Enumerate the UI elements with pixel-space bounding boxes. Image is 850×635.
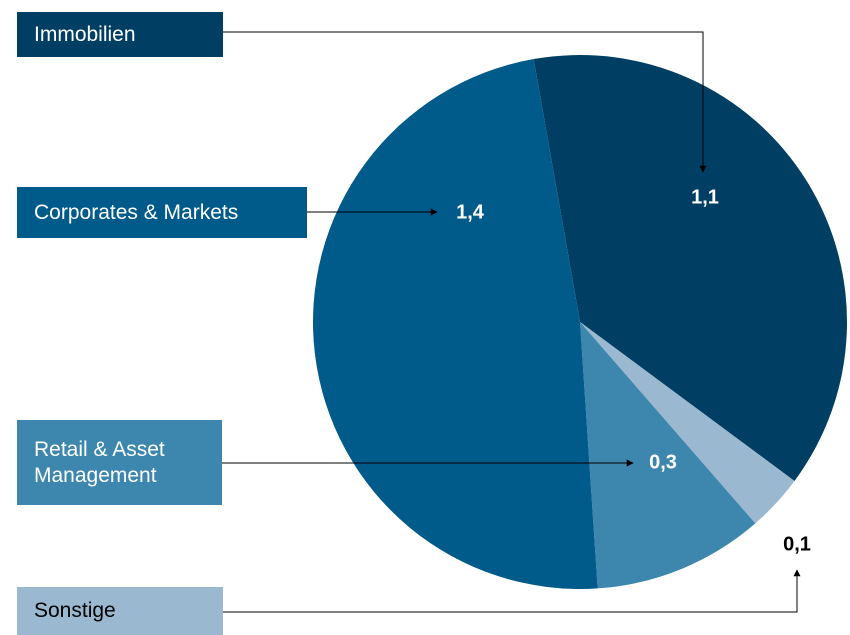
pie-slice	[533, 54, 848, 482]
pie-slice	[313, 59, 598, 589]
legend-entry: Sonstige	[17, 587, 223, 635]
pie-slice	[580, 322, 756, 589]
value-label: 1,4	[456, 201, 485, 223]
leader-line	[223, 31, 707, 173]
legend-entry: Corporates & Markets	[17, 187, 307, 238]
value-label: 0,3	[649, 451, 677, 473]
legend-entry: Retail & Asset Management	[17, 420, 222, 505]
value-label: 1,1	[691, 186, 719, 208]
pie-slice	[580, 322, 795, 524]
value-label: 0,1	[783, 533, 811, 555]
leader-line	[223, 569, 801, 613]
legend-entry: Immobilien	[17, 12, 223, 57]
leader-lines	[222, 31, 801, 613]
pie	[313, 54, 848, 589]
